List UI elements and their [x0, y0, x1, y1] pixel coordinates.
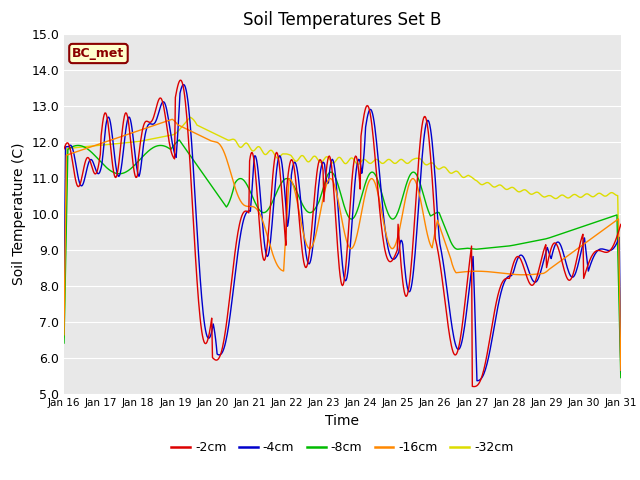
Text: BC_met: BC_met [72, 47, 125, 60]
Legend: -2cm, -4cm, -8cm, -16cm, -32cm: -2cm, -4cm, -8cm, -16cm, -32cm [166, 436, 518, 459]
X-axis label: Time: Time [325, 414, 360, 428]
Title: Soil Temperatures Set B: Soil Temperatures Set B [243, 11, 442, 29]
Y-axis label: Soil Temperature (C): Soil Temperature (C) [12, 143, 26, 285]
